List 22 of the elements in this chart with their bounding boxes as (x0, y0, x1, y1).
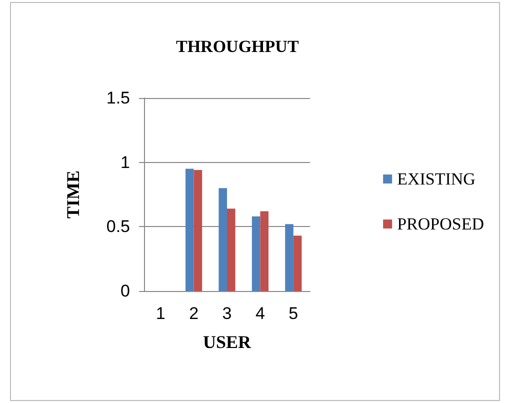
chart-title: THROUGHPUT (176, 37, 300, 56)
y-tick-label: 0 (120, 282, 130, 300)
bar (218, 188, 227, 291)
bar (252, 216, 260, 291)
bar (260, 211, 268, 291)
x-tick-label: 3 (222, 304, 232, 323)
bar (194, 170, 202, 291)
bar (186, 168, 194, 291)
x-tick-label: 2 (189, 304, 199, 323)
legend-label: PROPOSED (397, 214, 484, 234)
bar (285, 224, 294, 291)
x-tick-label: 5 (288, 304, 298, 323)
y-tick-label: 0.5 (106, 217, 130, 236)
bar (293, 236, 302, 291)
y-tick-label: 1 (120, 152, 130, 172)
legend-label: EXISTING (397, 170, 476, 188)
x-axis-title: USER (202, 332, 252, 352)
bar (227, 208, 236, 291)
x-tick-label: 4 (255, 304, 265, 323)
y-tick-label: 1.5 (106, 88, 130, 108)
x-tick-label: 1 (156, 304, 166, 323)
y-axis-title: TIME (63, 170, 83, 219)
